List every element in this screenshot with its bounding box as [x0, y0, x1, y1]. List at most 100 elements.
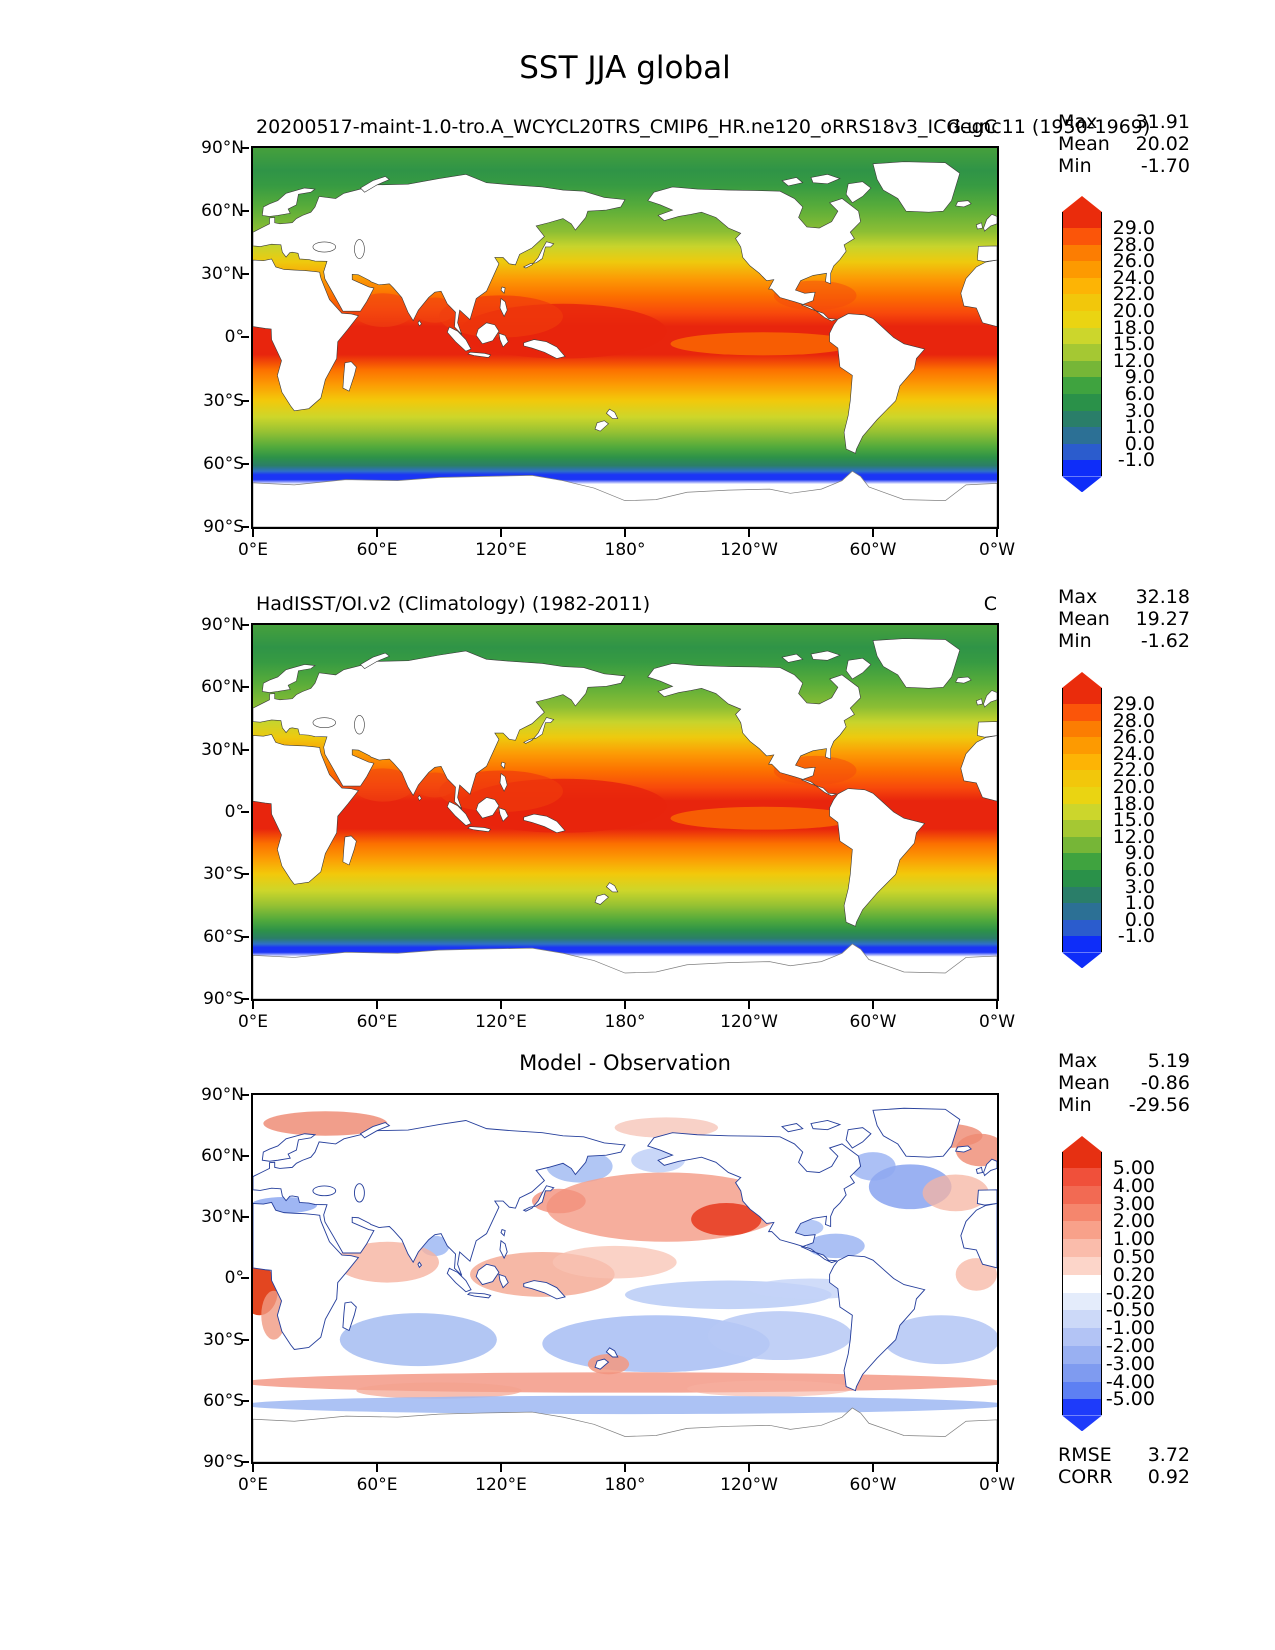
lat-tick-label: 60°N	[201, 1146, 244, 1167]
colorbar-segment	[1062, 1221, 1102, 1240]
colorbar-segment	[1062, 869, 1102, 887]
stat-row-min: Min -1.62	[1058, 630, 1190, 652]
stat-label: Max	[1058, 586, 1098, 608]
stat-label: Max	[1058, 111, 1098, 133]
colorbar-tick-label: -4.00	[1105, 1370, 1155, 1393]
colorbar-segment	[1062, 261, 1102, 278]
stat-row-mean: Mean 19.27	[1058, 608, 1190, 630]
colorbar-segment	[1062, 1274, 1102, 1293]
axis-tick	[241, 147, 249, 149]
stat-value: 32.18	[1135, 586, 1190, 608]
axis-tick	[252, 1001, 254, 1009]
colorbar-segment	[1062, 196, 1102, 212]
colorbar-segment	[1062, 952, 1102, 969]
map-frame	[251, 1093, 999, 1464]
colorbar-segment	[1062, 672, 1102, 688]
sst-diff-map	[253, 1095, 997, 1462]
axis-tick	[241, 336, 249, 339]
stat-label: Mean	[1058, 1072, 1110, 1094]
axis-tick	[252, 529, 254, 537]
colorbar-segment	[1062, 737, 1102, 754]
colorbar-segment	[1062, 344, 1102, 361]
stat-row-min: Min -1.70	[1058, 155, 1190, 177]
lat-tick-label: 0°	[224, 1268, 244, 1289]
stat-label: Min	[1058, 630, 1092, 652]
colorbar-segment	[1062, 886, 1102, 904]
colorbar-segment	[1062, 919, 1102, 937]
stat-label: Mean	[1058, 133, 1110, 155]
colorbar-tick-label: -5.00	[1105, 1388, 1155, 1411]
colorbar-segment	[1062, 393, 1102, 411]
sst-map-model	[253, 148, 997, 527]
axis-tick	[241, 624, 249, 626]
axis-tick	[241, 1094, 249, 1096]
figure-title: SST JJA global	[519, 50, 731, 86]
axis-tick	[376, 529, 378, 537]
colorbar-tick-label: 28.0	[1112, 709, 1155, 732]
stat-row-max: Max 31.91	[1058, 111, 1190, 133]
colorbar-tick-label: 24.0	[1112, 742, 1155, 765]
colorbar-segment	[1062, 770, 1102, 787]
axis-tick	[624, 529, 626, 537]
stat-value: 19.27	[1135, 608, 1190, 630]
colorbar-segment	[1062, 803, 1102, 821]
stat-value: -0.86	[1140, 1072, 1190, 1094]
colorbar-segment	[1062, 310, 1102, 328]
stat-value: -1.70	[1140, 155, 1190, 177]
colorbar-segment	[1062, 1168, 1102, 1186]
colorbar-tick-label: 12.0	[1112, 825, 1155, 848]
lat-tick-label: 60°N	[201, 201, 244, 222]
axis-tick	[241, 525, 249, 528]
colorbar-tick-label: 12.0	[1112, 349, 1155, 372]
panel-obs-stats: Max 32.18 Mean 19.27 Min -1.62	[1058, 586, 1190, 652]
colorbar-segment	[1062, 277, 1102, 295]
stat-label: Mean	[1058, 608, 1110, 630]
lat-tick-label: 30°S	[203, 1329, 244, 1350]
colorbar-tick-label: 9.0	[1124, 842, 1155, 865]
colorbar-segment	[1062, 1152, 1102, 1168]
colorbar-tick-label: -0.50	[1105, 1299, 1155, 1322]
colorbar-segment	[1062, 460, 1102, 477]
axis-tick	[241, 873, 249, 876]
colorbar	[1062, 196, 1102, 493]
stat-row-max: Max 32.18	[1058, 586, 1190, 608]
lat-axis-labels: 90°N 60°N 30°N 0° 30°S 60°S 90°S	[150, 1085, 244, 1472]
axis-tick	[241, 997, 249, 1000]
axis-tick	[241, 273, 249, 276]
axis-tick	[241, 1216, 249, 1219]
rmse-corr-block: RMSE 3.72 CORR 0.92	[1058, 1444, 1190, 1488]
axis-tick	[996, 1464, 998, 1472]
axis-tick	[252, 1464, 254, 1472]
axis-tick	[241, 1155, 249, 1158]
colorbar-segment	[1062, 1345, 1102, 1364]
lat-tick-label: 30°S	[203, 390, 244, 411]
stat-value: 5.19	[1147, 1050, 1190, 1072]
colorbar-tick-label: 2.00	[1112, 1210, 1155, 1233]
colorbar-tick-label: 1.0	[1124, 416, 1155, 439]
lat-axis-ticks	[241, 1094, 249, 1463]
colorbar-segment	[1062, 1239, 1102, 1257]
colorbar-tick-label: 22.0	[1112, 283, 1155, 306]
lat-axis-labels: 90°N 60°N 30°N 0° 30°S 60°S 90°S	[150, 615, 244, 1009]
colorbar-segment	[1062, 443, 1102, 461]
panel-diff-stats: Max 5.19 Mean -0.86 Min -29.56	[1058, 1050, 1190, 1116]
lat-tick-label: 30°S	[203, 864, 244, 885]
colorbar-segment	[1062, 853, 1102, 870]
colorbar	[1062, 1136, 1102, 1432]
axis-tick	[872, 1001, 874, 1009]
stat-value: 0.92	[1147, 1466, 1190, 1488]
colorbar-tick-label: 29.0	[1112, 217, 1155, 239]
colorbar-segment	[1062, 688, 1102, 704]
stat-value: -1.62	[1140, 630, 1190, 652]
colorbar-tick-label: 9.0	[1124, 366, 1155, 389]
axis-tick	[241, 1338, 249, 1341]
colorbar-segment	[1062, 936, 1102, 953]
stat-label: Max	[1058, 1050, 1098, 1072]
axis-tick	[241, 686, 249, 689]
axis-tick	[376, 1464, 378, 1472]
stat-row-rmse: RMSE 3.72	[1058, 1444, 1190, 1466]
colorbar-segment	[1062, 1185, 1102, 1204]
panel-model-stats: Max 31.91 Mean 20.02 Min -1.70	[1058, 111, 1190, 177]
colorbar-tick-label: 6.0	[1124, 383, 1155, 405]
